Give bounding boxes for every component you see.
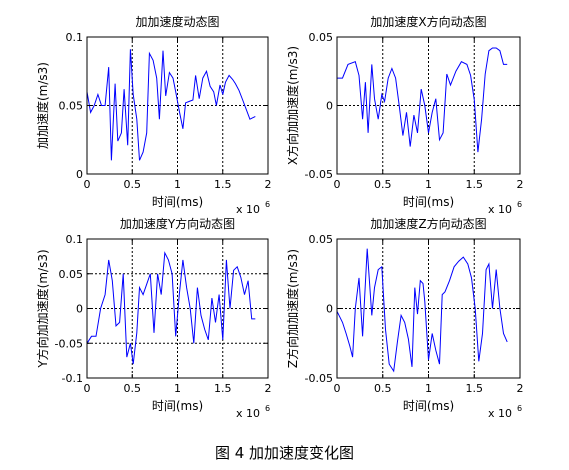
series-line-1: [337, 47, 508, 153]
y-tick-label: 0.05: [309, 233, 334, 246]
x-axis-exponent: 6: [517, 200, 522, 209]
chart-title: 加加速度Z方向动态图: [370, 216, 486, 231]
x-axis-label: 时间(ms): [403, 399, 454, 413]
x-axis-multiplier: x 10: [488, 407, 512, 420]
series-line-1: [336, 248, 508, 373]
chart-2: 0 0.5 1 1.5 2-0.0500.05加加速度X方向动态图时间(ms)X方向加加…: [285, 14, 524, 216]
y-axis-label: Z方向加加速度(m/s3): [285, 249, 300, 368]
y-tick-label: -0.05: [305, 168, 333, 181]
x-tick-label: 0.5: [124, 382, 142, 395]
chart-3: 0 0.5 1 1.5 2 -0.1 -0.05 0 0.05 0.1 加加速度Y方向动态图时间(m…: [35, 216, 272, 420]
y-tick-label: 0.05: [59, 268, 84, 281]
series-line-1: [86, 49, 256, 161]
y-tick-label: 0.1: [66, 233, 84, 246]
y-axis-label: Y方向加加速度(m/s3): [35, 249, 50, 368]
x-axis-label: 时间(ms): [152, 399, 203, 413]
y-tick-label: -0.05: [305, 372, 333, 385]
chart-title: 加加速度动态图: [135, 14, 219, 29]
y-tick-label: 0: [326, 303, 333, 316]
x-axis-multiplier: x 10: [236, 407, 260, 420]
x-tick-label: 1.5: [466, 178, 484, 191]
x-axis-exponent: 6: [517, 404, 522, 413]
x-tick-label: 1: [174, 382, 181, 395]
y-tick-label: -0.05: [55, 337, 83, 350]
x-tick-label: 0.5: [124, 178, 142, 191]
y-tick-label: 0.05: [59, 100, 84, 113]
x-tick-label: 0.5: [374, 178, 392, 191]
x-tick-label: 2: [265, 178, 272, 191]
x-tick-label: 0: [84, 382, 91, 395]
figure-caption: 图 4 加加速度变化图: [214, 444, 355, 462]
y-axis-label: X方向加加速度(m/s3): [285, 46, 300, 165]
x-tick-label: 0: [334, 178, 341, 191]
y-tick-label: 0.05: [309, 31, 334, 44]
x-axis-exponent: 6: [265, 200, 270, 209]
y-axis-label: 加加速度(m/s3): [35, 62, 50, 149]
x-tick-label: 1.5: [214, 178, 232, 191]
x-tick-label: 2: [265, 382, 272, 395]
chart-4: 0 0.5 1 1.5 2-0.0500.05加加速度Z方向动态图时间(ms)Z方向加加…: [285, 216, 524, 420]
x-axis-label: 时间(ms): [152, 195, 203, 209]
x-tick-label: 1: [425, 178, 432, 191]
x-tick-label: 1.5: [466, 382, 484, 395]
x-axis-multiplier: x 10: [236, 203, 260, 216]
x-tick-label: 1: [174, 178, 181, 191]
x-axis-label: 时间(ms): [403, 195, 454, 209]
y-tick-label: 0.1: [66, 31, 84, 44]
x-tick-label: 2: [517, 382, 524, 395]
y-tick-label: 0: [76, 303, 83, 316]
y-tick-label: 0: [326, 100, 333, 113]
x-tick-label: 0: [84, 178, 91, 191]
x-tick-label: 0: [334, 382, 341, 395]
x-axis-multiplier: x 10: [488, 203, 512, 216]
y-tick-label: -0.1: [62, 372, 83, 385]
chart-title: 加加速度X方向动态图: [370, 14, 486, 29]
chart-title: 加加速度Y方向动态图: [120, 216, 235, 231]
y-tick-label: 0: [76, 168, 83, 181]
x-tick-label: 1: [425, 382, 432, 395]
x-axis-exponent: 6: [265, 404, 270, 413]
x-tick-label: 0.5: [374, 382, 392, 395]
x-tick-label: 2: [517, 178, 524, 191]
x-tick-label: 1.5: [214, 382, 232, 395]
series-line-1: [86, 251, 256, 365]
